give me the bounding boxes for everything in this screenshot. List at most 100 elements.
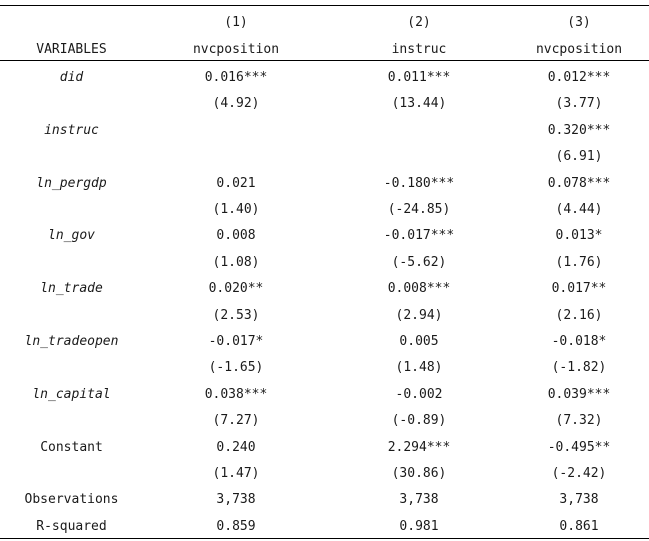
coefficient-cell: 0.240 bbox=[216, 439, 256, 455]
t-stat-cell: (30.86) bbox=[391, 466, 447, 481]
bottom-rule bbox=[0, 538, 649, 539]
variables-label: VARIABLES bbox=[36, 42, 107, 57]
t-stat-cell: (6.91) bbox=[555, 149, 603, 165]
table-row: instruc 0.320*** bbox=[0, 118, 649, 144]
t-stat-cell: (1.08) bbox=[212, 254, 260, 270]
t-stat-cell: (-1.65) bbox=[208, 360, 264, 376]
table-row: (1.08) (-5.62) (1.76) bbox=[0, 250, 649, 276]
coefficient-cell: 0.320*** bbox=[547, 122, 611, 138]
t-stat-cell: (-1.82) bbox=[551, 360, 607, 376]
table-row: (2.53) (2.94) (2.16) bbox=[0, 303, 649, 329]
statistic-value: 0.861 bbox=[559, 518, 599, 534]
variable-name: instruc bbox=[44, 122, 99, 138]
table-row: (4.92) (13.44) (3.77) bbox=[0, 91, 649, 117]
t-stat-cell: (7.32) bbox=[555, 413, 603, 429]
t-stat-cell: (-0.89) bbox=[391, 413, 447, 429]
table-row: R-squared 0.859 0.981 0.861 bbox=[0, 514, 649, 540]
t-stat-cell: (-2.42) bbox=[551, 466, 607, 481]
table-row: Constant 0.240 2.294*** -0.495** bbox=[0, 435, 649, 461]
coefficient-cell: 2.294*** bbox=[387, 439, 451, 455]
blank-cell bbox=[0, 250, 143, 276]
t-stat-cell bbox=[143, 144, 329, 170]
coefficient-cell: 0.013* bbox=[555, 228, 603, 244]
coefficient-cell: -0.495** bbox=[547, 439, 611, 455]
table-row: Observations 3,738 3,738 3,738 bbox=[0, 487, 649, 513]
t-stat-cell: (4.44) bbox=[555, 202, 603, 217]
t-stat-cell bbox=[329, 144, 509, 170]
coefficient-cell: 0.020** bbox=[208, 281, 264, 297]
col-number-2: (2) bbox=[407, 15, 431, 30]
blank-cell bbox=[0, 144, 143, 170]
table-row: ln_gov 0.008 -0.017*** 0.013* bbox=[0, 223, 649, 249]
variable-name: ln_trade bbox=[40, 281, 103, 297]
table-row: ln_pergdp 0.021 -0.180*** 0.078*** bbox=[0, 171, 649, 197]
table-row: (-1.65) (1.48) (-1.82) bbox=[0, 355, 649, 381]
coefficient-cell: 0.008 bbox=[216, 228, 256, 244]
table-row: (1.40) (-24.85) (4.44) bbox=[0, 197, 649, 223]
t-stat-cell: (-24.85) bbox=[387, 202, 451, 217]
blank-cell bbox=[0, 303, 143, 329]
statistic-value: 0.859 bbox=[216, 518, 256, 534]
t-stat-cell: (2.94) bbox=[395, 307, 443, 323]
col-name-2: instruc bbox=[391, 42, 447, 57]
t-stat-cell: (-5.62) bbox=[391, 254, 447, 270]
coefficient-cell: 0.012*** bbox=[547, 70, 611, 85]
coefficient-cell: 0.005 bbox=[399, 334, 439, 349]
t-stat-cell: (3.77) bbox=[555, 96, 603, 112]
blank-cell bbox=[0, 355, 143, 381]
statistic-name: R-squared bbox=[36, 518, 107, 534]
variable-name: ln_gov bbox=[48, 228, 95, 244]
table-row: ln_trade 0.020** 0.008*** 0.017** bbox=[0, 276, 649, 302]
coefficient-cell: 0.016*** bbox=[204, 70, 268, 85]
t-stat-cell: (1.48) bbox=[395, 360, 443, 376]
statistic-value: 3,738 bbox=[399, 492, 439, 508]
coefficient-cell bbox=[329, 118, 509, 144]
t-stat-cell: (1.76) bbox=[555, 254, 603, 270]
coefficient-cell: 0.039*** bbox=[547, 386, 611, 402]
col-number-1: (1) bbox=[224, 15, 248, 30]
table-row: (6.91) bbox=[0, 144, 649, 170]
coefficient-cell: -0.017*** bbox=[383, 228, 455, 244]
table-row: did 0.016*** 0.011*** 0.012*** bbox=[0, 65, 649, 91]
coefficient-cell: -0.002 bbox=[395, 386, 443, 402]
statistic-value: 3,738 bbox=[216, 492, 256, 508]
t-stat-cell: (1.40) bbox=[212, 202, 260, 217]
col-name-3: nvcposition bbox=[535, 42, 623, 57]
col-name-1: nvcposition bbox=[192, 42, 280, 57]
coefficient-cell: 0.017** bbox=[551, 281, 607, 297]
coefficient-cell: 0.011*** bbox=[387, 70, 451, 85]
blank-cell bbox=[0, 91, 143, 117]
blank-cell bbox=[0, 408, 143, 434]
table-row: (7.27) (-0.89) (7.32) bbox=[0, 408, 649, 434]
variable-name: ln_capital bbox=[32, 386, 111, 402]
table-row: (1.47) (30.86) (-2.42) bbox=[0, 461, 649, 487]
variable-name: Constant bbox=[40, 439, 103, 455]
t-stat-cell: (2.16) bbox=[555, 307, 603, 323]
coefficient-cell: -0.018* bbox=[551, 334, 607, 349]
coefficient-cell: 0.021 bbox=[216, 175, 256, 191]
table-row: ln_tradeopen -0.017* 0.005 -0.018* bbox=[0, 329, 649, 355]
t-stat-cell: (13.44) bbox=[391, 96, 447, 112]
coefficient-cell: 0.008*** bbox=[387, 281, 451, 297]
coefficient-cell: 0.038*** bbox=[204, 386, 268, 402]
blank-cell bbox=[0, 197, 143, 223]
blank-cell bbox=[0, 461, 143, 487]
top-rule bbox=[0, 5, 649, 6]
statistic-value: 3,738 bbox=[559, 492, 599, 508]
coefficient-cell: 0.078*** bbox=[547, 175, 611, 191]
statistic-value: 0.981 bbox=[399, 518, 439, 534]
header-rule bbox=[0, 60, 649, 61]
variable-name: ln_pergdp bbox=[36, 175, 107, 191]
header-blank bbox=[0, 10, 143, 36]
t-stat-cell: (2.53) bbox=[212, 307, 260, 323]
statistic-name: Observations bbox=[24, 492, 119, 508]
table-row: ln_capital 0.038*** -0.002 0.039*** bbox=[0, 382, 649, 408]
col-number-3: (3) bbox=[567, 15, 591, 30]
variable-name: did bbox=[59, 70, 84, 85]
coefficient-cell: -0.180*** bbox=[383, 175, 455, 191]
coefficient-cell bbox=[143, 118, 329, 144]
t-stat-cell: (1.47) bbox=[212, 466, 260, 481]
coefficient-cell: -0.017* bbox=[208, 334, 264, 349]
header-numbers-row: (1) (2) (3) bbox=[0, 10, 649, 36]
t-stat-cell: (7.27) bbox=[212, 413, 260, 429]
